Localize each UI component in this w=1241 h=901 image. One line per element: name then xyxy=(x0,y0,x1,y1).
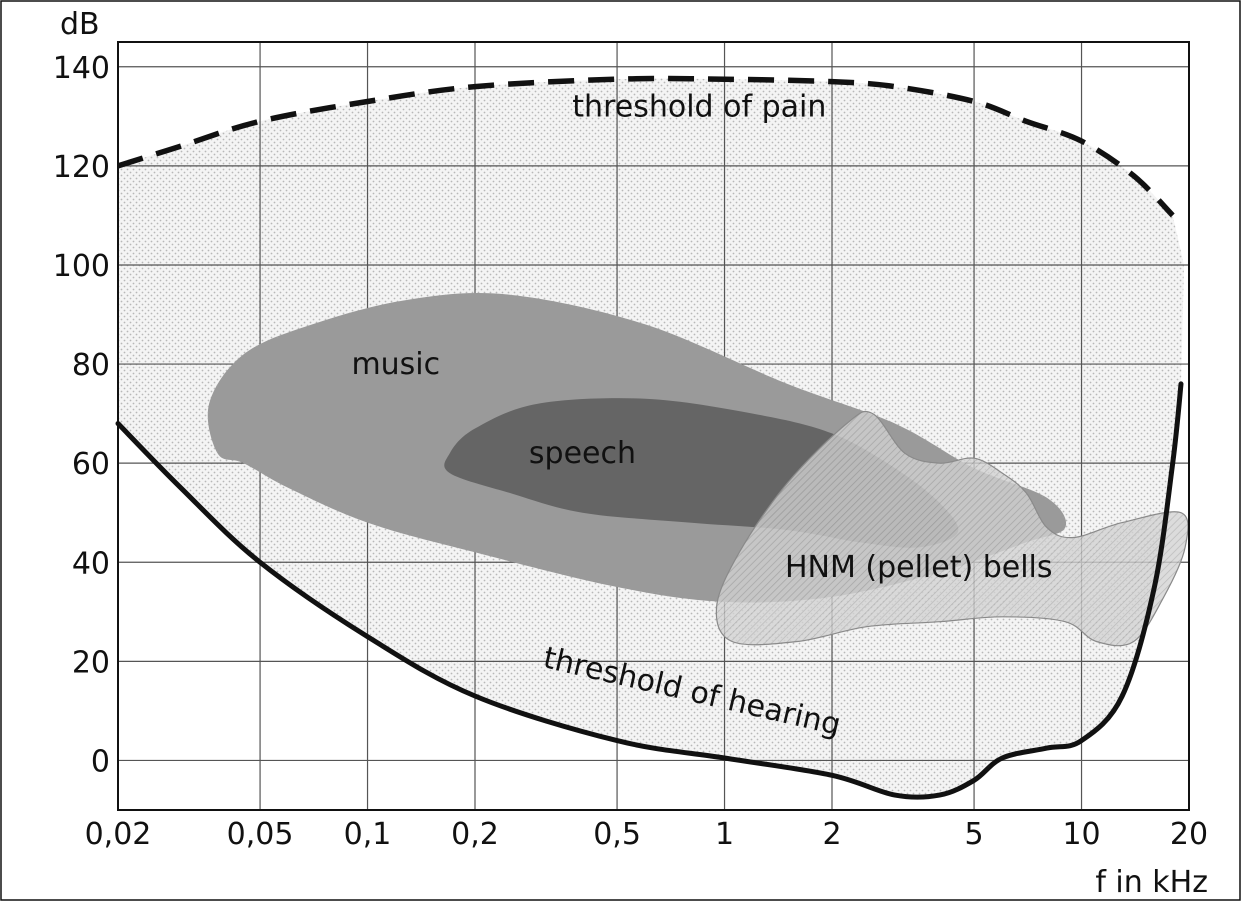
label-hnm-pellet-bells: HNM (pellet) bells xyxy=(785,550,1053,585)
x-tick-label: 0,1 xyxy=(344,817,392,852)
regions xyxy=(207,293,1189,647)
y-tick-label: 80 xyxy=(72,348,110,383)
x-tick-label: 10 xyxy=(1062,817,1100,852)
y-tick-label: 20 xyxy=(72,645,110,680)
label-threshold-of-pain: threshold of pain xyxy=(572,89,826,124)
y-tick-label: 60 xyxy=(72,447,110,482)
x-tick-label: 0,02 xyxy=(85,817,152,852)
region-hnm-pellet-bells xyxy=(715,410,1189,647)
y-tick-label: 140 xyxy=(53,51,110,86)
x-tick-label: 5 xyxy=(965,817,984,852)
x-tick-label: 20 xyxy=(1170,817,1208,852)
y-tick-label: 0 xyxy=(91,744,110,779)
x-tick-label: 2 xyxy=(822,817,841,852)
x-tick-label: 0,5 xyxy=(593,817,641,852)
threshold-curves xyxy=(115,75,1184,800)
x-tick-label: 0,05 xyxy=(227,817,294,852)
label-speech: speech xyxy=(529,436,636,471)
y-axis-ticks: 0 20 40 60 80 100 120 140 xyxy=(53,51,110,780)
plot-frame xyxy=(117,41,1190,811)
label-music: music xyxy=(351,347,440,382)
y-axis-label: dB xyxy=(60,7,100,42)
y-tick-label: 100 xyxy=(53,249,110,284)
x-axis-label: f in kHz xyxy=(1095,865,1208,900)
threshold-of-hearing-line xyxy=(115,381,1184,800)
y-tick-label: 120 xyxy=(53,150,110,185)
y-tick-label: 40 xyxy=(72,546,110,581)
x-tick-label: 1 xyxy=(715,817,734,852)
threshold-of-pain-line xyxy=(117,75,1175,218)
x-tick-label: 0,2 xyxy=(451,817,499,852)
x-axis-ticks: 0,02 0,05 0,1 0,2 0,5 1 2 5 10 20 xyxy=(85,817,1208,852)
